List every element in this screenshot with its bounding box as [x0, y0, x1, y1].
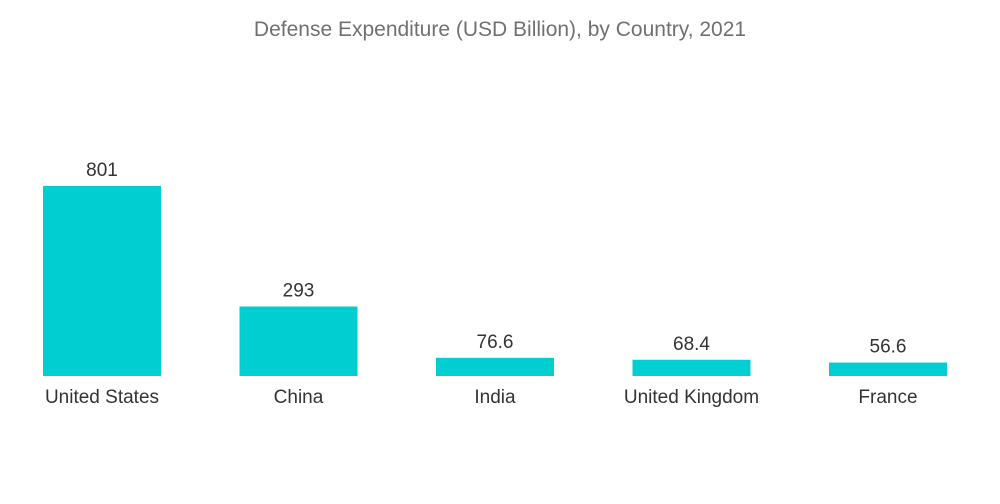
bar-united-kingdom	[632, 359, 751, 376]
value-label-china: 293	[283, 280, 315, 301]
bar-france	[829, 362, 947, 376]
bar-china	[239, 306, 358, 376]
value-label-united-kingdom: 68.4	[673, 334, 710, 355]
category-label-india: India	[474, 387, 516, 408]
category-labels-group: United States China India United Kingdom Fra…	[45, 387, 918, 408]
value-label-united-states: 801	[86, 160, 118, 181]
chart-title: Defense Expenditure (USD Billion), by Co…	[253, 18, 747, 41]
category-label-france: France	[858, 387, 917, 408]
category-label-united-kingdom: United Kingdom	[624, 387, 759, 408]
value-label-france: 56.6	[870, 337, 907, 358]
value-label-india: 76.6	[477, 332, 514, 353]
category-label-china: China	[274, 387, 324, 408]
bars-group	[43, 186, 947, 376]
bar-united-states	[43, 186, 161, 376]
bar-india	[436, 357, 554, 376]
value-labels-group: 801 293 76.6 68.4 56.6	[86, 160, 906, 358]
category-label-united-states: United States	[45, 387, 159, 408]
